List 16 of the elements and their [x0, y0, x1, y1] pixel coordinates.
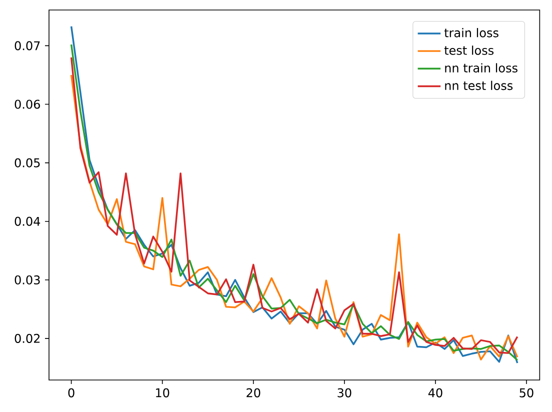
x-tick-label: 20	[246, 388, 260, 398]
y-tick-label: 0.02	[14, 334, 40, 343]
legend-label: nn test loss	[445, 80, 513, 90]
x-tick-label: 50	[520, 388, 534, 398]
x-tick-label: 0	[68, 388, 74, 398]
y-tick-label: 0.04	[14, 216, 40, 226]
y-tick-label: 0.07	[14, 41, 40, 50]
legend-label: train loss	[444, 28, 498, 38]
y-tick-label: 0.05	[14, 158, 40, 168]
legend-label: nn train loss	[445, 63, 518, 72]
x-tick-label: 40	[428, 388, 442, 398]
x-tick-label: 30	[338, 388, 352, 398]
legend-label: test loss	[444, 46, 494, 55]
y-tick-label: 0.06	[14, 100, 40, 109]
x-tick-label: 10	[156, 388, 170, 398]
y-tick-label: 0.03	[14, 275, 40, 284]
